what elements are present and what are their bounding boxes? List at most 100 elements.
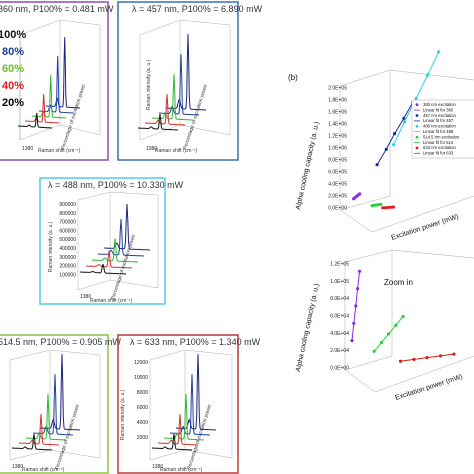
panel-514-spectrum-40pct — [19, 414, 59, 446]
panel-b-bottom-ylabel: Alpha cooling capacity (a. u.) — [295, 283, 321, 372]
panel-b-ytick: 2.0E+04 — [330, 348, 349, 354]
data-point — [412, 357, 416, 361]
panel-514-xlabel: Raman shift (cm⁻¹) — [22, 467, 65, 473]
panel-488-spectra — [80, 203, 150, 275]
panel-488-ytick: 900000 — [59, 202, 76, 208]
panel-633-xtick: 1380 — [152, 464, 163, 470]
data-point — [403, 120, 407, 124]
panel-633-spectrum-100pct — [176, 354, 216, 431]
zoom-label: Zoom in — [384, 278, 413, 287]
panel-b-bottom-axes — [344, 249, 474, 393]
panel-b-ytick: 8.0E+05 — [328, 158, 347, 164]
data-point — [358, 269, 362, 273]
legend-entry: 633 nm excitation — [423, 145, 456, 150]
data-point — [381, 206, 385, 210]
data-point — [350, 339, 354, 343]
panel-633-spectra — [152, 354, 216, 451]
legend-entry: Linear fit for 488 — [423, 129, 454, 134]
panel-488-yticks: 900000 800000 700000 600000 500000 400000 3000… — [59, 202, 76, 278]
panel-514-xtick: 1380 — [12, 464, 23, 470]
panel-b-top-xlabel: Excitation power (mW) — [390, 213, 459, 241]
legend-entry: 360 nm excitation — [423, 102, 456, 107]
panel-b-ytick: 1.0E+06 — [328, 146, 347, 152]
panel-360-frame — [0, 1, 109, 161]
data-point — [391, 205, 395, 209]
data-point — [426, 73, 430, 77]
data-point — [379, 202, 383, 206]
panel-488-spectrum-20pct — [80, 263, 126, 275]
panel-360-zlabel: Percentage of excitation power — [60, 83, 87, 150]
panel-b-ytick: 6.0E+05 — [328, 170, 347, 176]
data-point — [392, 143, 396, 147]
panel-488-ytick: 500000 — [59, 237, 76, 243]
panel-633-ytick: 10000 — [134, 375, 148, 381]
panel-457-spectrum-60pct — [152, 74, 192, 121]
panel-b-ytick: 2.0E+06 — [328, 86, 347, 92]
panel-488-axes — [77, 191, 159, 291]
panel-360-spectra — [18, 37, 80, 129]
legend-marker — [415, 146, 419, 150]
panel-b-ytick: 0.0E+00 — [330, 366, 349, 372]
level-legend: 100% 80% 60% 40% 20% — [0, 29, 26, 109]
panel-633-frame — [117, 334, 239, 474]
panel-b-bottom: Zoom in 1.2E+05 1.0E+05 8.0E+04 6.0E+04 4.0E… — [295, 249, 474, 402]
panel-633-ytick: 12000 — [134, 360, 148, 366]
panel-b-ytick: 1.6E+06 — [328, 110, 347, 116]
legend-20: 20% — [2, 97, 24, 109]
data-point — [402, 116, 406, 120]
panel-488-xlabel: Raman shift (cm⁻¹) — [90, 298, 133, 304]
panel-488-spectrum-80pct — [98, 218, 144, 257]
legend-marker — [415, 103, 419, 107]
panel-b-bottom-xlabel: Excitation power (mW) — [394, 373, 463, 401]
panel-b-ytick: 8.0E+04 — [330, 296, 349, 302]
panel-b-ytick: 1.8E+06 — [328, 98, 347, 104]
panel-b-top-ylabel: Alpha cooling capacity (a. u.) — [295, 121, 321, 210]
panel-633-spectrum-20pct — [152, 434, 192, 451]
panel-b-ytick: 4.0E+05 — [328, 182, 347, 188]
panel-488-ylabel: Raman intensity (a. u.) — [48, 221, 54, 272]
panel-514-spectra — [12, 354, 80, 451]
legend-marker — [415, 114, 419, 117]
panel-488-ytick: 800000 — [59, 211, 76, 217]
panel-b-ytick: 6.0E+04 — [330, 314, 349, 320]
panel-488-frame — [39, 177, 166, 305]
panel-457-zlabel: Percentage of excitation power — [182, 83, 209, 150]
data-point — [352, 321, 356, 325]
panel-488-title: λ = 488 nm, P100% = 10.330 mW — [48, 180, 184, 190]
data-point — [393, 132, 397, 136]
data-point — [356, 287, 360, 291]
legend-80: 80% — [2, 46, 24, 58]
panel-488-xtick: 1380 — [80, 294, 91, 300]
legend-entry: 457 nm excitation — [423, 113, 456, 118]
panel-457-frame — [117, 1, 239, 161]
panel-514-spectrum-60pct — [26, 394, 66, 441]
panel-633-ytick: 2000 — [137, 435, 148, 441]
panel-514: 514.5 nm, P100% = 0.905 mW 1380 Raman sh… — [0, 334, 121, 474]
legend-entry: 488 nm excitation — [423, 124, 456, 129]
data-point — [358, 192, 362, 196]
panel-633-spectrum-60pct — [164, 394, 204, 441]
panel-b-top-axes — [339, 69, 474, 233]
data-point — [383, 206, 387, 210]
panel-b-top: (b) 2.0E+06 1.8E+06 1.6E+06 1.4E+06 1.2E+06 1… — [288, 50, 474, 242]
data-point — [389, 205, 393, 209]
panel-488-spectrum-100pct — [104, 203, 150, 251]
data-point — [394, 323, 398, 327]
panel-633: λ = 633 nm, P100% = 1.340 mW 12000 10000 8… — [117, 334, 261, 474]
panel-b-ytick: 4.0E+04 — [330, 331, 349, 337]
panel-633-yticks: 12000 10000 8000 6000 4000 2000 — [134, 360, 148, 441]
panel-488-ytick: 700000 — [59, 220, 76, 226]
panel-b-top-yticks: 2.0E+06 1.8E+06 1.6E+06 1.4E+06 1.2E+06 1.0E+… — [328, 86, 347, 212]
panel-488-spectrum-40pct — [86, 251, 132, 269]
panel-488-ytick: 400000 — [59, 246, 76, 252]
panel-360-spectrum-60pct — [32, 75, 66, 119]
panel-488-ytick: 600000 — [59, 228, 76, 234]
data-point — [375, 163, 379, 167]
panel-b-ytick: 2.0E+05 — [328, 194, 347, 200]
panel-633-title: λ = 633 nm, P100% = 1.340 mW — [130, 337, 261, 347]
panel-633-ylabel: Raman intensity (a. u.) — [120, 389, 126, 440]
panel-514-title: 514.5 nm, P100% = 0.905 mW — [0, 337, 121, 347]
data-point — [401, 314, 405, 319]
panel-360-spectrum-20pct — [18, 113, 52, 129]
